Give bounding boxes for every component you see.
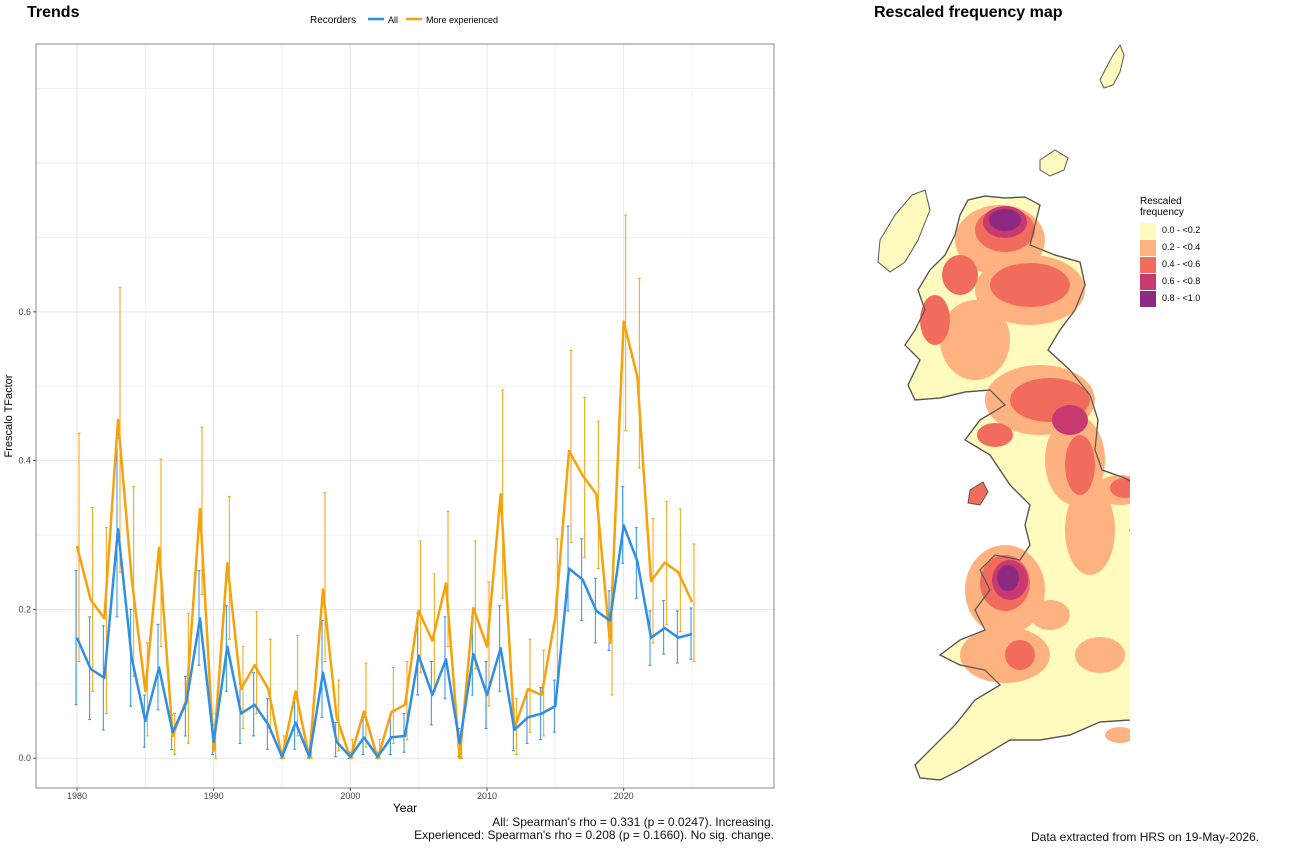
y-tick-label: 0.2 bbox=[18, 604, 31, 614]
plot-area: 1980 1990 2000 2010 2020 0.0 0.2 0.4 0.6 bbox=[18, 43, 775, 801]
freq-band-0.8 bbox=[989, 209, 1021, 591]
map-legend-label: 0.6 - <0.8 bbox=[1162, 276, 1201, 286]
chart-legend: Recorders All More experienced bbox=[310, 15, 498, 26]
map-legend-item: 0.4 - <0.6 bbox=[1140, 256, 1200, 273]
orkney-islands bbox=[1039, 149, 1069, 177]
x-tick-label: 2020 bbox=[614, 791, 634, 801]
map-legend-item: 0.6 - <0.8 bbox=[1140, 273, 1200, 290]
map-legend-label: 0.8 - <1.0 bbox=[1162, 293, 1201, 303]
map-legend-item: 0.8 - <1.0 bbox=[1140, 290, 1200, 307]
trend-stats: All: Spearman's rho = 0.331 (p = 0.0247)… bbox=[414, 816, 774, 842]
map-legend-swatch bbox=[1140, 256, 1156, 273]
shetland-islands bbox=[1099, 43, 1125, 89]
trends-chart: Recorders All More experienced 1980 1990 200… bbox=[3, 15, 775, 815]
map-legend-label: 0.2 - <0.4 bbox=[1162, 242, 1201, 252]
map-legend: Rescaled frequency 0.0 - <0.2 0.2 - <0.4 0… bbox=[1140, 196, 1200, 307]
series-line-all bbox=[75, 524, 693, 759]
map-legend-swatch bbox=[1140, 290, 1156, 307]
stats-all: All: Spearman's rho = 0.331 (p = 0.0247)… bbox=[492, 815, 774, 829]
freq-band-0.4 bbox=[920, 208, 1130, 670]
map-footer: Data extracted from HRS on 19-May-2026. bbox=[1031, 830, 1260, 844]
map-legend-label: 0.0 - <0.2 bbox=[1162, 225, 1201, 235]
legend-title: Recorders bbox=[310, 15, 356, 26]
y-tick-label: 0.0 bbox=[18, 753, 31, 763]
y-tick-label: 0.4 bbox=[18, 456, 31, 466]
y-axis-label: Frescalo TFactor bbox=[3, 374, 15, 457]
map-legend-swatch bbox=[1140, 273, 1156, 290]
legend-label-1: More experienced bbox=[426, 15, 498, 25]
series-line-more-experienced bbox=[75, 320, 694, 760]
map-legend-label: 0.4 - <0.6 bbox=[1162, 259, 1201, 269]
x-tick-label: 2010 bbox=[477, 791, 497, 801]
y-tick-label: 0.6 bbox=[18, 307, 31, 317]
map-legend-item: 0.0 - <0.2 bbox=[1140, 222, 1200, 239]
x-axis-label: Year bbox=[393, 801, 417, 815]
map-legend-swatch bbox=[1140, 222, 1156, 239]
trends-title: Trends bbox=[27, 4, 80, 21]
x-tick-label: 2000 bbox=[340, 791, 360, 801]
map-legend-item: 0.2 - <0.4 bbox=[1140, 239, 1200, 256]
x-tick-label: 1980 bbox=[67, 791, 87, 801]
map-title: Rescaled frequency map bbox=[874, 4, 1063, 21]
x-tick-label: 1990 bbox=[204, 791, 224, 801]
frequency-map bbox=[877, 43, 1130, 781]
map-legend-title-2: frequency bbox=[1140, 207, 1184, 218]
isle-of-man bbox=[967, 481, 989, 506]
map-legend-title-1: Rescaled bbox=[1140, 196, 1182, 207]
outer-hebrides bbox=[877, 189, 931, 273]
panel-border bbox=[35, 43, 775, 789]
stats-experienced: Experienced: Spearman's rho = 0.208 (p =… bbox=[414, 828, 774, 842]
legend-label-0: All bbox=[388, 15, 398, 25]
map-legend-swatch bbox=[1140, 239, 1156, 256]
